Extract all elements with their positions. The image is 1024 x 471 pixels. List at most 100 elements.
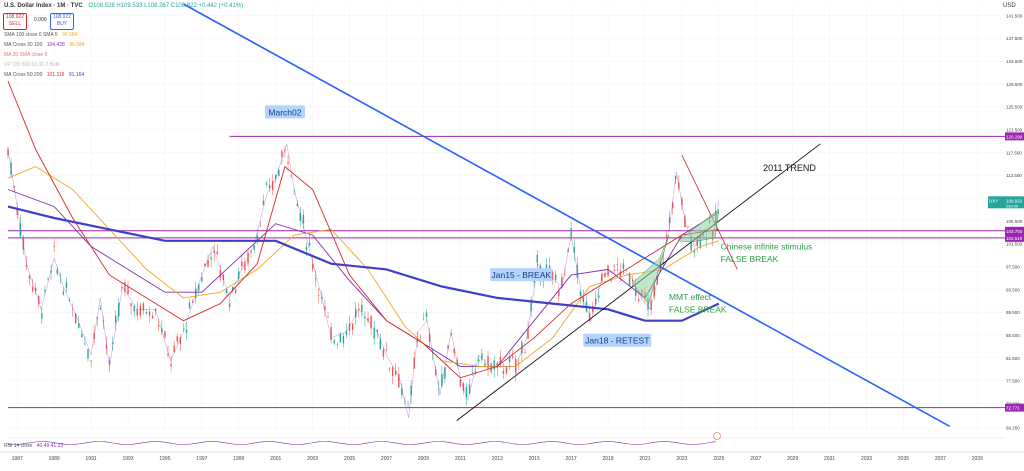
mmt-wedge — [631, 235, 670, 305]
candle-body — [207, 259, 209, 267]
x-tick-label: 2025 — [713, 456, 724, 462]
candle-body — [441, 374, 443, 386]
candle-body — [34, 287, 37, 292]
y-tick-label: 141.500 — [1006, 13, 1023, 18]
candle-body — [468, 384, 471, 394]
candle-body — [228, 303, 231, 308]
price-tag-top-bg — [1005, 132, 1024, 141]
y-tick-label: 93.500 — [1006, 287, 1020, 292]
candle-body — [588, 313, 591, 321]
candle-body — [74, 313, 77, 324]
candle-body — [370, 316, 372, 329]
candle-body — [124, 282, 126, 293]
rsi-pane — [7, 432, 1005, 445]
candle-body — [71, 309, 74, 310]
candle-body — [318, 294, 320, 296]
candle-body — [548, 265, 551, 269]
candle-body — [136, 309, 138, 316]
candle-body — [47, 278, 49, 280]
y-tick-label: 85.500 — [1006, 333, 1020, 338]
price-tag-lvl1: 103.755 — [1006, 229, 1023, 234]
indicator-row[interactable]: SMA 100 close 0 SMA 5 96.584 — [4, 32, 77, 38]
buy-button[interactable]: 108.922 BUY — [50, 13, 74, 30]
indicator-value: 104.428 — [46, 42, 65, 48]
ma-blue-line — [7, 205, 720, 322]
candle-body — [518, 362, 520, 364]
x-tick-label: 2011 — [455, 456, 466, 462]
chinese-stimulus-label-1: Chinese infinite stimulus — [721, 241, 813, 251]
candle-body — [84, 343, 86, 345]
candle-body — [628, 273, 631, 286]
candle-body — [395, 370, 397, 375]
indicator-label: MA Cross 30 100 — [4, 42, 43, 48]
candle-body — [302, 214, 305, 224]
candle-body — [151, 315, 154, 319]
candle-body — [133, 306, 135, 312]
candle-body — [373, 327, 375, 339]
candle-body — [616, 264, 618, 266]
indicator-row[interactable]: MA Cross 50 200 101.116 91.164 — [4, 72, 84, 78]
candle-body — [422, 318, 425, 320]
candle-body — [490, 363, 492, 373]
indicator-row[interactable]: MA Cross 30 100 104.428 96.584 — [4, 42, 85, 48]
candle-body — [115, 315, 117, 323]
candle-body — [25, 264, 28, 267]
candle-body — [564, 273, 566, 275]
candle-body — [275, 174, 277, 180]
candle-body — [391, 367, 394, 377]
rsi-line — [7, 441, 717, 445]
candle-body — [595, 298, 597, 305]
candle-body — [351, 323, 354, 330]
candle-body — [145, 312, 148, 314]
indicator-label: MA 20 SMA close 5 — [4, 52, 48, 58]
x-tick-label: 2017 — [566, 456, 577, 462]
candle-body — [201, 277, 203, 282]
candle-body — [188, 302, 191, 309]
candle-body — [235, 289, 237, 293]
candle-body — [296, 203, 298, 206]
candle-body — [598, 295, 600, 298]
ma-red-line — [7, 80, 719, 379]
buy-price: 108.922 — [52, 14, 72, 20]
candle-body — [241, 261, 243, 267]
candle-body — [607, 265, 609, 276]
candle-body — [81, 333, 83, 338]
y-tick-label: 77.500 — [1006, 379, 1020, 384]
candle-body — [105, 344, 108, 349]
price-tag-lvl1-bg — [1005, 226, 1024, 235]
trend-2011-label: 2011 TREND — [763, 163, 816, 173]
candle-body — [7, 148, 9, 156]
candle-body — [416, 338, 418, 343]
candle-body — [471, 372, 474, 373]
candle-body — [530, 299, 532, 312]
candle-body — [213, 250, 215, 254]
indicator-row[interactable]: MA 20 SMA close 5 — [4, 52, 47, 58]
candle-body — [185, 329, 188, 334]
indicator-row[interactable]: VP 720 500 50 30 2 Both — [4, 62, 60, 68]
candle-body — [561, 276, 563, 288]
sell-button[interactable]: 108.922 SELL — [3, 13, 27, 30]
x-tick-label: 2009 — [418, 456, 429, 462]
candle-body — [330, 326, 332, 340]
candle-body — [650, 300, 652, 310]
y-tick-label: 101.500 — [1006, 242, 1023, 247]
candle-body — [625, 269, 628, 271]
rsi-legend[interactable]: RSI 14 close 40.49 41.23 — [4, 443, 63, 449]
candle-body — [502, 370, 505, 374]
candle-body — [410, 385, 412, 396]
candle-body — [173, 345, 175, 353]
candle-body — [604, 273, 606, 277]
candle-body — [311, 263, 314, 270]
candle-body — [28, 275, 31, 280]
candle-body — [333, 340, 335, 344]
current-symbol: DXY — [989, 198, 998, 203]
x-tick-label: 2013 — [492, 456, 503, 462]
candle-body — [653, 284, 655, 297]
candle-body — [573, 246, 575, 253]
candle-body — [447, 345, 449, 349]
spread-value: 0.000 — [34, 17, 47, 23]
x-tick-label: 2015 — [529, 456, 540, 462]
candle-body — [638, 299, 640, 301]
y-tick-label: 129.500 — [1006, 82, 1023, 87]
candle-body — [16, 207, 18, 215]
